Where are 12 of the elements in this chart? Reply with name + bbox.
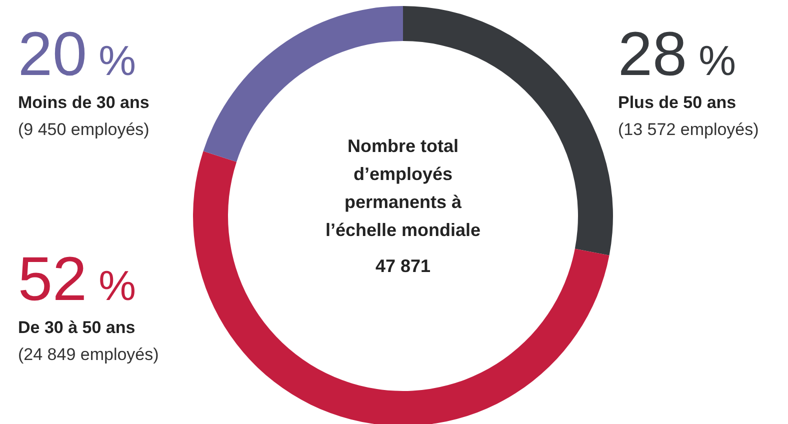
text: 47 871: [375, 256, 431, 276]
data-label: 52 %: [18, 245, 136, 314]
slice-label: Plus de 50 ans: [618, 93, 736, 112]
data-label: 28 %: [618, 20, 736, 89]
slice-label: De 30 à 50 ans: [18, 318, 136, 337]
data-label: 20 %: [18, 20, 136, 89]
donut-slice: [193, 151, 610, 424]
text: (24 849 employés): [18, 345, 159, 364]
text: Nombre total d’employés permanents à l’échelle mondiale: [325, 136, 481, 240]
slice-label: Moins de 30 ans: [18, 93, 150, 112]
text: (9 450 employés): [18, 120, 150, 139]
text: (13 572 employés): [618, 120, 759, 139]
